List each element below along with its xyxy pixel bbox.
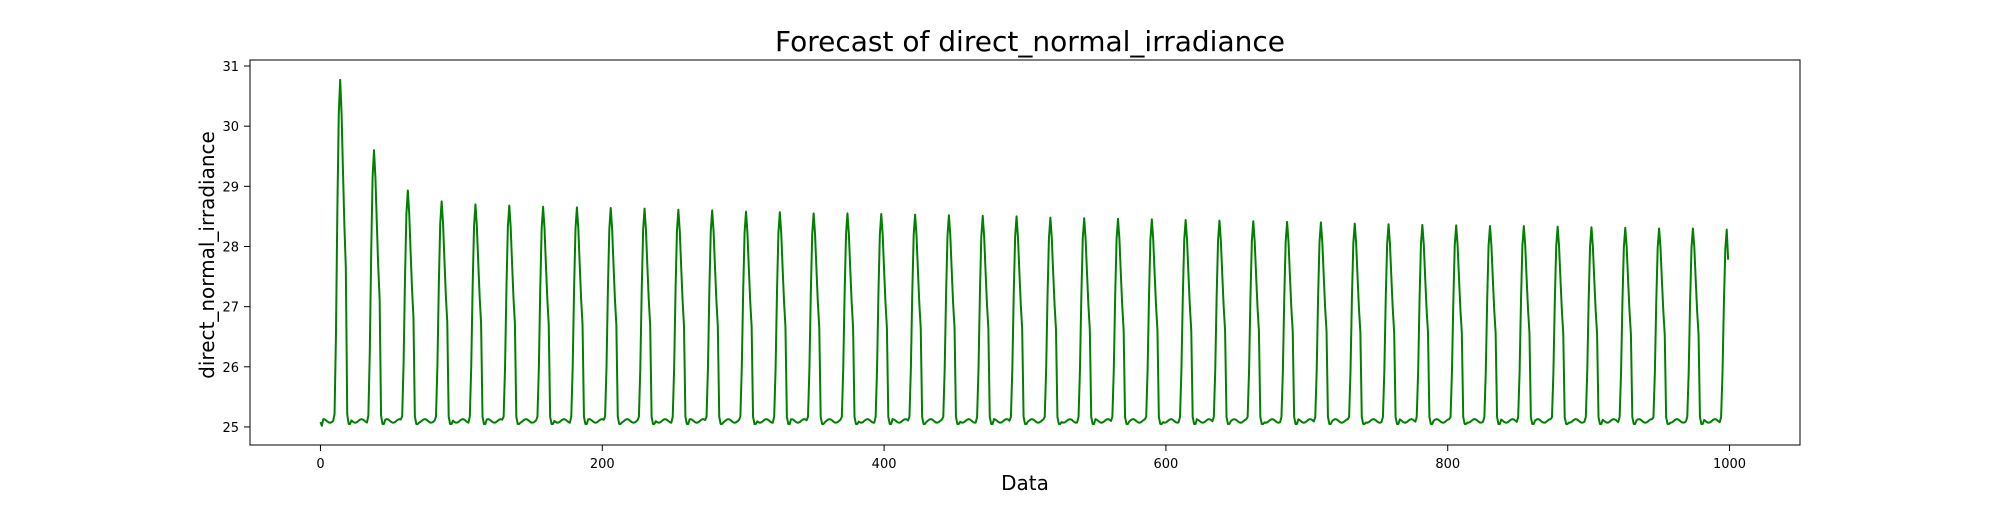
x-axis: 0 200 400 600 800 1000	[316, 445, 1746, 472]
y-axis-title: direct_normal_irradiance	[195, 131, 219, 379]
y-tick-label: 31	[222, 60, 239, 75]
y-tick-label: 26	[222, 361, 239, 376]
x-tick-label: 200	[590, 457, 615, 472]
series-line	[319, 78, 1730, 427]
y-tick-label: 28	[222, 240, 239, 255]
plot-area-frame	[249, 59, 1801, 446]
y-tick-label: 25	[222, 421, 239, 436]
y-tick-label: 29	[222, 180, 239, 195]
x-tick-label: 1000	[1713, 457, 1746, 472]
chart-title: Forecast of direct_normal_irradiance	[775, 25, 1285, 58]
x-tick-label: 400	[872, 457, 897, 472]
y-tick-label: 30	[222, 120, 239, 135]
x-tick-label: 0	[316, 457, 324, 472]
x-tick-label: 800	[1435, 457, 1460, 472]
y-tick-label: 27	[222, 301, 239, 316]
x-tick-label: 600	[1153, 457, 1178, 472]
x-axis-title: Data	[1001, 471, 1049, 495]
y-axis: 25 26 27 28 29 30 31	[222, 60, 250, 436]
